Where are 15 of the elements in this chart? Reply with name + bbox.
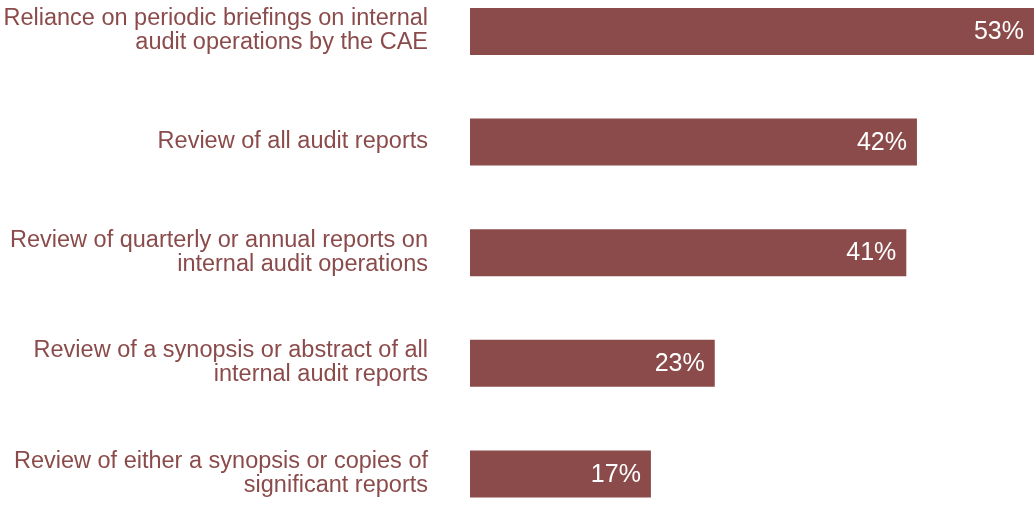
bar <box>470 229 907 277</box>
y-tick-label: Review of all audit reports <box>157 127 428 154</box>
data-label: 23% <box>654 347 705 376</box>
data-label: 17% <box>590 458 641 487</box>
bar <box>470 118 917 166</box>
data-label: 41% <box>846 237 897 266</box>
data-label: 53% <box>973 16 1024 45</box>
bar <box>470 8 1034 55</box>
y-tick-label: Review of quarterly or annual reports on internal audit operations <box>10 225 428 276</box>
bar <box>470 339 715 387</box>
y-tick-label: Review of a synopsis or abstract of all internal audit reports <box>33 336 428 387</box>
y-tick-label: Review of either a synopsis or copies of significant reports <box>13 446 429 497</box>
data-label: 42% <box>856 126 907 155</box>
y-tick-label: Reliance on periodic briefings on internal audit operations by the CAE <box>3 4 428 55</box>
bar <box>470 450 651 498</box>
